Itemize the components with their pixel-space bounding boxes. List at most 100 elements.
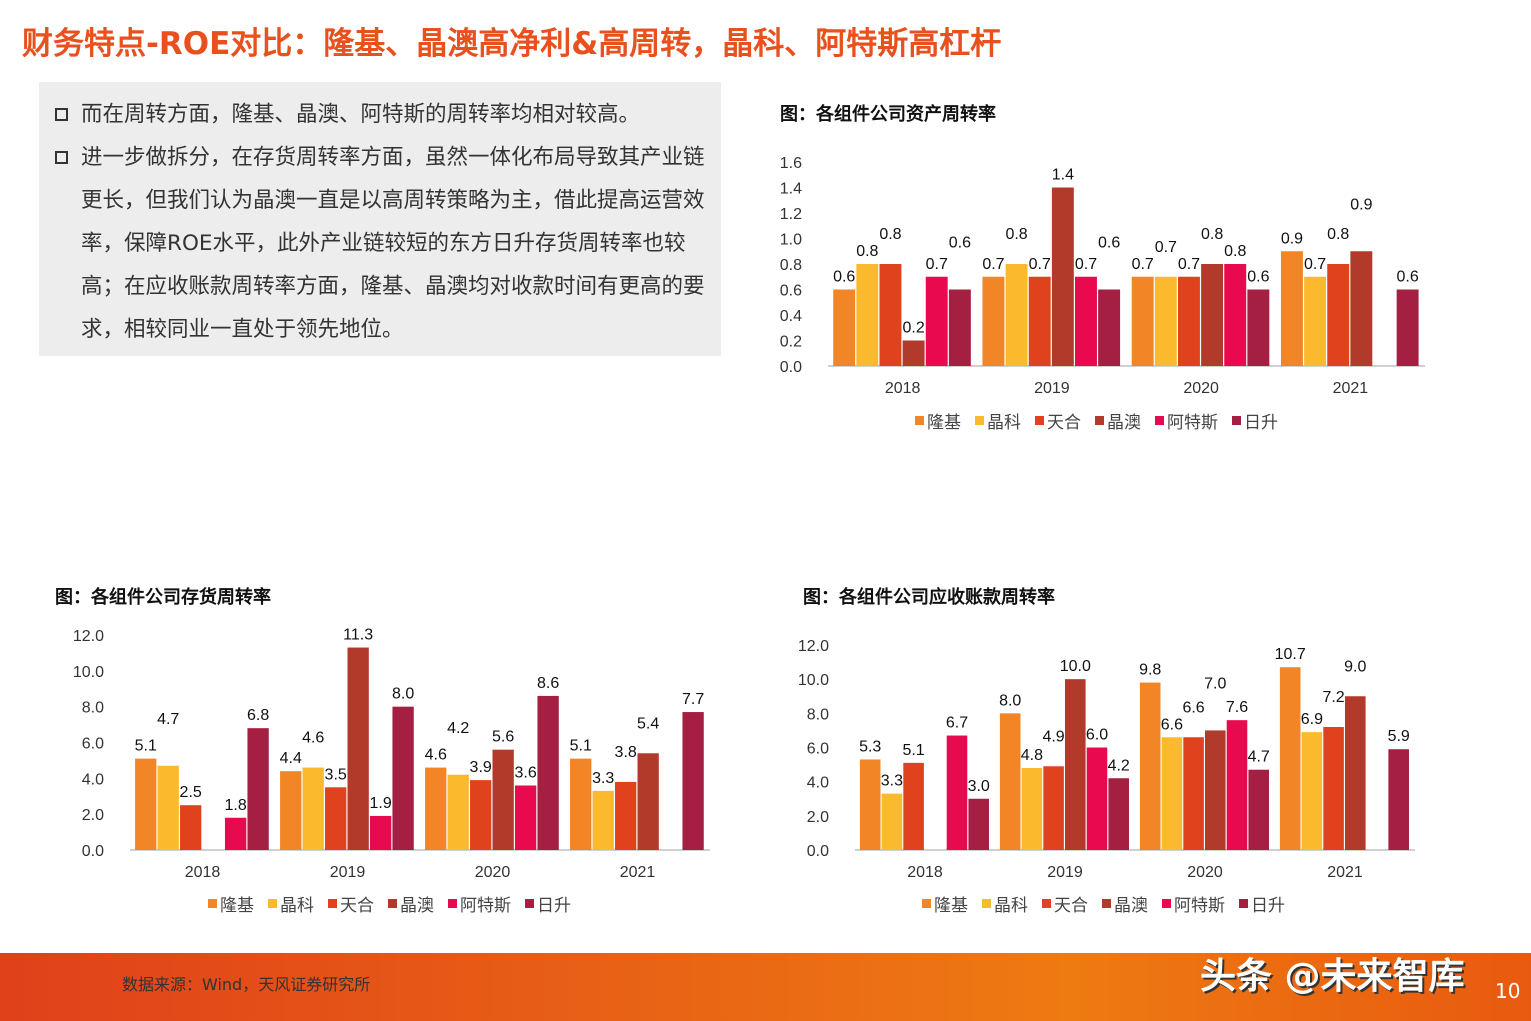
page-number: 10 [1495, 979, 1521, 1003]
bar-隆基 [1279, 667, 1301, 850]
legend-label: 晶澳 [1107, 413, 1141, 433]
legend-swatch [1095, 416, 1104, 425]
legend-swatch [975, 416, 984, 425]
legend-swatch [915, 416, 924, 425]
legend-swatch [1035, 416, 1044, 425]
data-label: 1.8 [225, 797, 247, 814]
legend-label: 天合 [1047, 413, 1081, 433]
bar-晶科 [447, 774, 469, 850]
data-label: 0.8 [1327, 226, 1349, 243]
bar-隆基 [999, 713, 1021, 850]
bar-日升 [247, 728, 269, 850]
data-label: 6.9 [1301, 711, 1323, 728]
y-tick-label: 6.0 [82, 736, 104, 753]
bar-晶科 [1304, 276, 1327, 366]
x-tick-label: 2021 [1333, 380, 1369, 397]
square-bullet-icon [55, 151, 68, 164]
data-label: 0.6 [1396, 269, 1418, 286]
bar-阿特斯 [925, 276, 948, 366]
legend-swatch [328, 899, 337, 908]
data-label: 4.7 [1248, 749, 1270, 766]
watermark: 头条 @未来智库 [1200, 956, 1465, 997]
legend-swatch [922, 899, 931, 908]
x-tick-label: 2020 [1187, 864, 1223, 881]
bullet-text: 而在周转方面，隆基、晶澳、阿特斯的周转率均相对较高。 [81, 102, 641, 127]
y-tick-label: 6.0 [807, 741, 829, 758]
y-tick-label: 4.0 [807, 775, 829, 792]
bar-晶科 [881, 793, 903, 850]
data-label: 7.0 [1204, 675, 1226, 692]
y-tick-label: 2.0 [807, 809, 829, 826]
bar-隆基 [1280, 251, 1303, 366]
data-label: 0.7 [982, 256, 1004, 273]
bar-晶澳 [1051, 187, 1074, 366]
data-label: 4.6 [302, 730, 324, 747]
bar-晶澳 [1065, 679, 1086, 850]
data-label: 5.4 [637, 715, 659, 732]
data-label: 10.0 [1060, 658, 1091, 675]
x-tick-label: 2019 [330, 864, 366, 881]
y-tick-label: 1.6 [780, 155, 802, 172]
legend-label: 日升 [537, 896, 571, 916]
y-tick-label: 10.0 [73, 664, 104, 681]
bar-晶澳 [637, 753, 659, 850]
data-label: 8.6 [537, 675, 559, 692]
legend-label: 天合 [1054, 896, 1088, 916]
legend-label: 晶科 [994, 896, 1028, 916]
data-label: 3.8 [615, 744, 637, 761]
data-label: 0.6 [833, 269, 855, 286]
legend-swatch [208, 899, 217, 908]
bar-晶澳 [1205, 730, 1226, 850]
legend-label: 晶科 [987, 413, 1021, 433]
legend-swatch [448, 899, 457, 908]
bar-天合 [1323, 727, 1344, 850]
bar-日升 [392, 706, 414, 850]
data-label: 5.9 [1388, 728, 1410, 745]
bar-日升 [948, 289, 971, 366]
data-label: 0.7 [1075, 256, 1097, 273]
bar-隆基 [859, 759, 881, 850]
footer-bar: 数据来源：Wind，天风证券研究所 头条 @未来智库 10 [0, 953, 1531, 1021]
bar-晶澳 [347, 647, 369, 850]
bar-隆基 [570, 758, 592, 850]
bar-天合 [1183, 737, 1204, 850]
data-label: 6.0 [1086, 727, 1108, 744]
legend-swatch [388, 899, 397, 908]
data-label: 0.7 [926, 256, 948, 273]
data-label: 5.3 [859, 738, 881, 755]
bar-天合 [615, 781, 637, 850]
y-tick-label: 0.6 [780, 283, 802, 300]
y-tick-label: 1.2 [780, 206, 802, 223]
data-label: 4.7 [157, 711, 179, 728]
bar-阿特斯 [224, 817, 247, 850]
bar-晶澳 [1350, 251, 1373, 366]
legend-swatch [1102, 899, 1111, 908]
x-tick-label: 2021 [1327, 864, 1363, 881]
legend-label: 晶科 [280, 896, 314, 916]
data-label: 7.7 [682, 691, 704, 708]
legend-label: 隆基 [934, 896, 968, 916]
data-label: 4.2 [1108, 757, 1130, 774]
legend-swatch [268, 899, 277, 908]
bar-隆基 [1139, 682, 1161, 850]
bar-隆基 [1131, 276, 1154, 366]
summary-textbox: 而在周转方面，隆基、晶澳、阿特斯的周转率均相对较高。 进一步做拆分，在存货周转率… [39, 82, 721, 356]
bar-晶科 [1021, 768, 1043, 850]
data-label: 5.6 [492, 729, 514, 746]
bar-日升 [1098, 289, 1121, 366]
data-label: 3.9 [470, 759, 492, 776]
data-label: 0.9 [1350, 196, 1372, 213]
chart-title: 图：各组件公司应收账款周转率 [803, 587, 1055, 608]
bar-日升 [1108, 778, 1129, 850]
bar-日升 [1247, 289, 1270, 366]
y-tick-label: 12.0 [798, 638, 829, 655]
y-tick-label: 0.2 [780, 334, 802, 351]
data-label: 0.6 [1247, 269, 1269, 286]
bar-晶澳 [1345, 696, 1366, 850]
data-label: 6.8 [247, 707, 269, 724]
data-label: 5.1 [902, 742, 924, 759]
legend-label: 晶澳 [400, 896, 434, 916]
data-label: 0.9 [1281, 230, 1303, 247]
bar-日升 [1248, 769, 1269, 850]
